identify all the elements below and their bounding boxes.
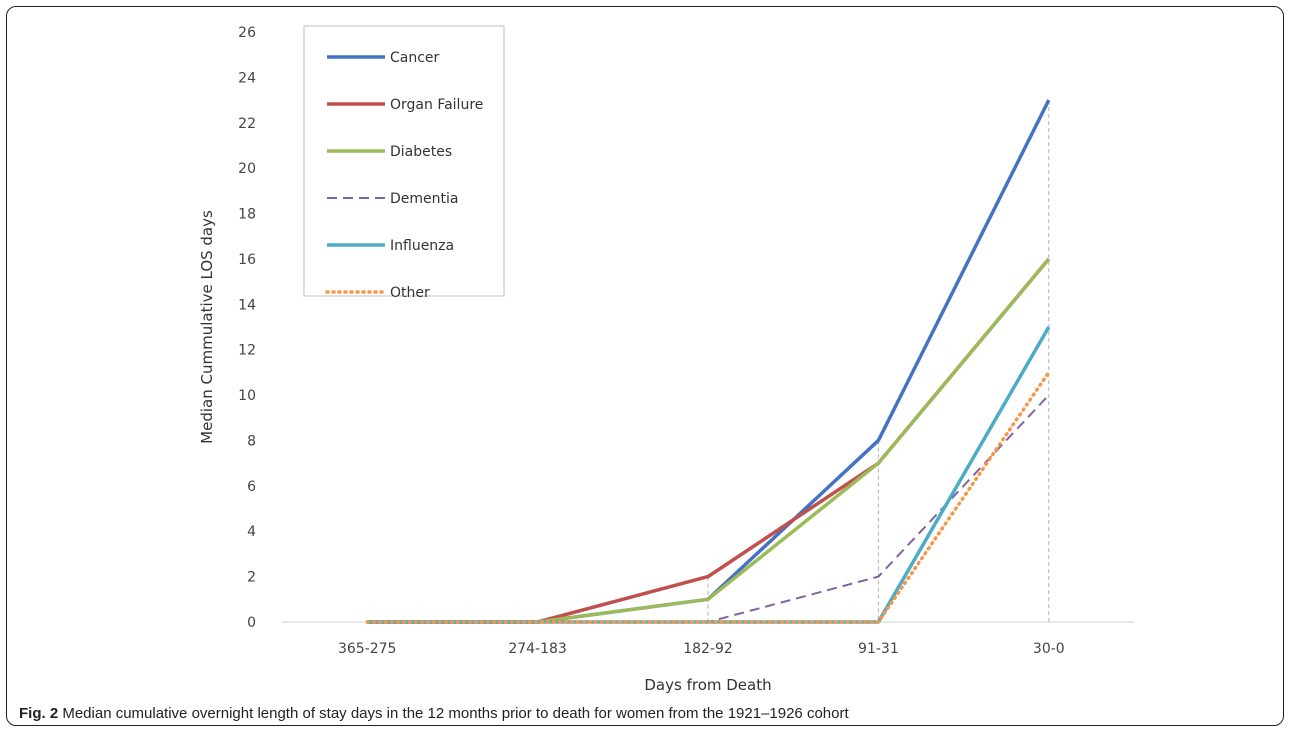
x-tick-label: 274-183 bbox=[508, 641, 567, 657]
x-axis-label: Days from Death bbox=[644, 676, 771, 694]
series-line-diabetes bbox=[367, 257, 1051, 624]
series-line-other bbox=[365, 370, 1051, 624]
x-tick-label: 365-275 bbox=[338, 641, 397, 657]
y-tick-label: 22 bbox=[238, 116, 256, 132]
y-tick-label: 8 bbox=[247, 433, 256, 449]
y-tick-label: 2 bbox=[247, 570, 256, 586]
legend-label: Dementia bbox=[390, 191, 458, 207]
figure-caption: Fig. 2 Median cumulative overnight lengt… bbox=[19, 705, 1279, 722]
y-tick-label: 24 bbox=[238, 70, 256, 86]
legend-label: Cancer bbox=[390, 50, 440, 66]
y-tick-label: 4 bbox=[247, 524, 256, 540]
y-tick-label: 14 bbox=[238, 297, 256, 313]
series-line-organ-failure bbox=[367, 257, 1051, 624]
series-line-dementia bbox=[367, 394, 1050, 623]
caption-text: Median cumulative overnight length of st… bbox=[58, 705, 849, 722]
y-tick-label: 18 bbox=[238, 207, 256, 223]
legend-label: Other bbox=[390, 285, 430, 301]
x-tick-label: 182-92 bbox=[683, 641, 733, 657]
y-tick-label: 10 bbox=[238, 388, 256, 404]
legend: Cancer Organ Failure Diabetes Dementia Influ… bbox=[303, 25, 505, 301]
legend-label: Diabetes bbox=[390, 144, 452, 160]
y-tick-label: 16 bbox=[238, 252, 256, 268]
y-tick-label: 0 bbox=[247, 615, 256, 631]
figure-frame: 0 2 4 6 8 10 12 14 16 18 20 22 24 26 365-275 274-183 18… bbox=[6, 6, 1284, 726]
legend-label: Organ Failure bbox=[390, 97, 483, 113]
legend-box bbox=[303, 25, 505, 297]
y-tick-label: 12 bbox=[238, 343, 256, 359]
x-tick-label: 30-0 bbox=[1033, 641, 1065, 657]
y-tick-label: 20 bbox=[238, 161, 256, 177]
y-axis-label: Median Cummulative LOS days bbox=[198, 210, 216, 444]
y-tick-label: 6 bbox=[247, 479, 256, 495]
y-tick-label: 26 bbox=[238, 25, 256, 41]
series-lines bbox=[365, 99, 1051, 624]
x-tick-label: 91-31 bbox=[858, 641, 899, 657]
legend-label: Influenza bbox=[390, 238, 454, 254]
x-axis: 365-275 274-183 182-92 91-31 30-0 bbox=[282, 621, 1134, 657]
caption-label: Fig. 2 bbox=[19, 705, 59, 722]
